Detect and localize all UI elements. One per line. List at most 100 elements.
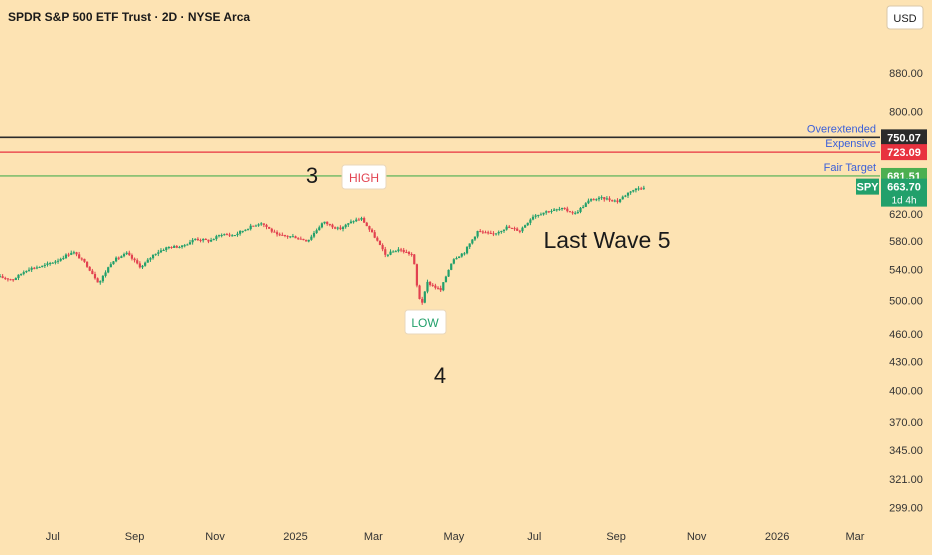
candle [605,196,608,201]
candle-body [128,252,131,256]
candle [268,226,271,229]
candle [632,189,635,193]
candle-body [157,252,160,254]
candle [117,256,120,261]
candle [167,246,170,250]
candle-body [618,199,622,202]
candle-body [64,254,68,259]
candle [67,252,70,257]
candle-body [315,230,318,233]
candle [122,252,126,258]
candle-body [212,239,215,241]
candle [99,280,102,285]
candle-body [268,226,271,229]
y-tick-label: 580.00 [889,236,923,248]
candle [170,246,173,249]
candle-body [194,238,197,240]
candle-body [225,234,229,236]
candle [447,269,450,278]
candle [436,286,440,290]
candle-body [421,298,424,303]
candle-body [91,270,94,275]
candle-body [492,233,495,235]
currency-button-label: USD [893,13,916,25]
candle [513,226,516,231]
candle-body [444,276,448,283]
candle [550,209,553,214]
last-price-countdown: 1d 4h [891,196,916,207]
candle [640,186,643,190]
candle [27,267,31,272]
candle [415,263,419,288]
candle [339,225,342,231]
candle-body [331,224,334,228]
candle [59,257,62,262]
candle-body [634,188,638,191]
candle [51,262,54,264]
candle-body [122,254,126,257]
candle [418,284,421,300]
candle [592,198,595,201]
candle [389,249,392,256]
candle [154,253,157,256]
candle [505,224,508,231]
candle [175,244,178,249]
candle-body [130,255,134,259]
candle [297,237,300,240]
wave-4-label: 4 [434,363,446,388]
symbol-tag-bg [856,178,879,195]
candle-body [376,237,379,241]
candle-body [632,190,635,192]
candle [368,225,371,232]
candle-body [257,224,260,226]
candle-body [43,264,46,266]
candle [318,225,321,231]
candle [85,261,89,268]
candle-body [629,191,632,193]
price-axis-background [880,0,932,550]
candle-body [228,234,231,236]
candle-body [307,239,310,242]
candle [595,198,598,202]
candle [442,282,445,292]
candle [587,198,590,205]
candle-body [17,274,20,279]
candle-body [545,211,548,213]
candle-body [576,211,579,213]
candle-body [357,219,360,221]
candle [531,214,535,221]
candle-body [553,209,556,211]
candle [563,207,566,210]
candles [0,185,645,305]
candle-body [215,236,218,240]
candle-body [167,247,170,249]
candle-body [299,238,302,240]
candle-body [249,225,252,230]
candle [30,266,33,272]
candle [547,210,550,214]
candle [434,283,437,290]
candle [249,223,252,231]
candle-body [560,207,564,210]
candle [384,246,387,258]
candle-body [304,240,308,242]
candle [481,230,484,234]
candle [191,237,194,245]
candle-body [326,221,329,225]
candle [109,262,112,268]
candle-body [4,277,7,279]
candle-body [297,238,300,240]
high-callout: HIGH [341,164,387,190]
x-tick-label: Jul [527,531,541,543]
candle-body [120,256,123,258]
candle-body [600,197,603,199]
x-tick-label: Mar [845,531,864,543]
candle-body [191,239,194,243]
currency-button[interactable]: USD [886,5,924,30]
candle-body [80,258,83,260]
candle-body [162,249,165,251]
candle [576,209,579,214]
candle [545,210,548,215]
